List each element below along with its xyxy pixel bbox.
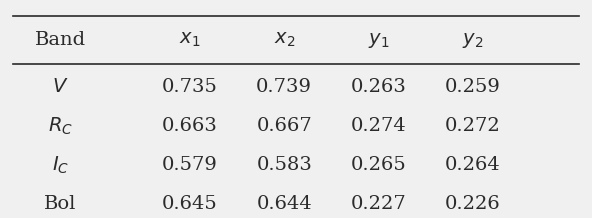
Text: 0.735: 0.735 (162, 78, 218, 97)
Text: Bol: Bol (44, 195, 76, 213)
Text: 0.274: 0.274 (350, 117, 406, 135)
Text: 0.259: 0.259 (445, 78, 501, 97)
Text: $y_1$: $y_1$ (368, 31, 389, 50)
Text: 0.579: 0.579 (162, 156, 218, 174)
Text: 0.226: 0.226 (445, 195, 501, 213)
Text: 0.667: 0.667 (256, 117, 312, 135)
Text: $I_C$: $I_C$ (52, 154, 69, 176)
Text: Band: Band (35, 31, 86, 49)
Text: 0.263: 0.263 (350, 78, 407, 97)
Text: 0.272: 0.272 (445, 117, 501, 135)
Text: 0.264: 0.264 (445, 156, 501, 174)
Text: 0.583: 0.583 (256, 156, 312, 174)
Text: $x_1$: $x_1$ (179, 31, 201, 49)
Text: 0.739: 0.739 (256, 78, 312, 97)
Text: $x_2$: $x_2$ (274, 31, 295, 49)
Text: $y_2$: $y_2$ (462, 31, 484, 50)
Text: $V$: $V$ (52, 78, 69, 97)
Text: 0.645: 0.645 (162, 195, 218, 213)
Text: 0.644: 0.644 (256, 195, 312, 213)
Text: 0.265: 0.265 (350, 156, 406, 174)
Text: 0.663: 0.663 (162, 117, 218, 135)
Text: $R_C$: $R_C$ (48, 116, 73, 137)
Text: 0.227: 0.227 (350, 195, 406, 213)
